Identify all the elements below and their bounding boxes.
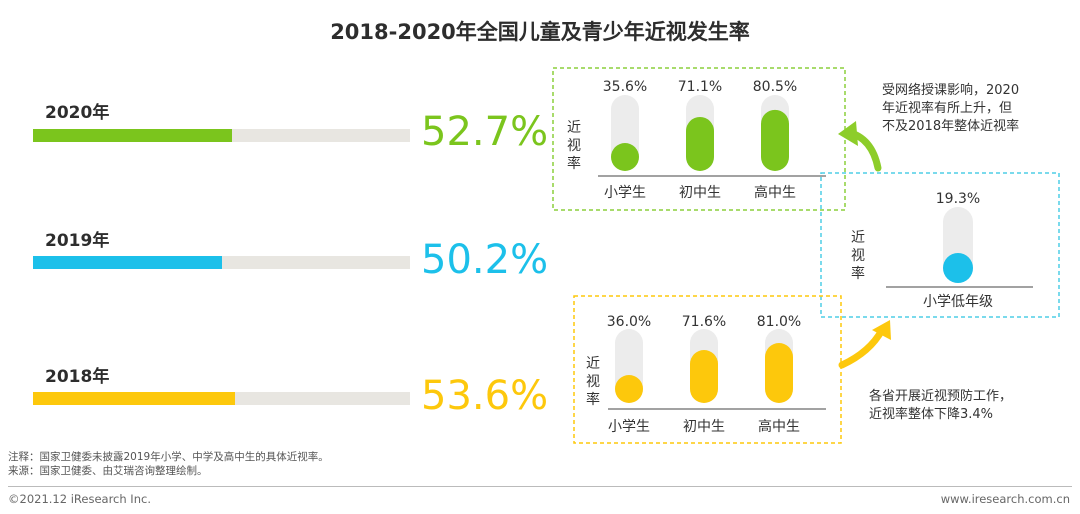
capsule-category-label: 小学生	[604, 185, 646, 201]
axis-ylabel-char: 率	[586, 391, 600, 408]
footer-copyright: ©2021.12 iResearch Inc.	[8, 492, 151, 506]
bar-fill-2019	[33, 256, 223, 269]
pct-2018: 53.6%	[421, 373, 549, 419]
capsule-value-label: 80.5%	[753, 79, 797, 95]
box-2019	[820, 172, 1060, 318]
arrow-top-head-icon	[838, 121, 858, 146]
footer-website: www.iresearch.com.cn	[940, 492, 1070, 506]
note-line: 注释：国家卫健委未披露2019年小学、中学及高中生的具体近视率。	[8, 451, 329, 463]
capsule-value-label: 36.0%	[607, 314, 651, 330]
pct-2019: 50.2%	[421, 237, 549, 283]
capsule-category-label: 初中生	[683, 418, 725, 435]
axis-ylabel-char: 视	[567, 138, 581, 154]
annotation-top-line: 年近视率有所上升，但	[882, 101, 1013, 116]
capsule-bar	[615, 375, 643, 403]
annotation-bottom: 各省开展近视预防工作， 近视率整体下降3.4%	[869, 388, 1069, 424]
capsule-bar	[686, 116, 714, 171]
capsule-category-label: 初中生	[679, 184, 721, 201]
capsule-value-label: 35.6%	[603, 79, 647, 95]
bar-track-2019	[33, 256, 410, 269]
bar-fill-2020	[33, 129, 232, 142]
capsule-category-label: 高中生	[758, 418, 800, 435]
capsule-bar	[611, 143, 639, 171]
capsule-bar	[690, 350, 718, 403]
annotation-top-line: 不及2018年整体近视率	[882, 119, 1020, 134]
arrow-bottom-head-icon	[872, 320, 891, 340]
axis-ylabel-char: 近	[586, 356, 600, 372]
pct-2020: 52.7%	[421, 109, 549, 155]
arrow-bottom-icon	[838, 326, 886, 369]
capsule-bar	[765, 343, 793, 403]
bar-track-2018	[33, 392, 410, 405]
annotation-bottom-line: 各省开展近视预防工作，	[869, 389, 1013, 404]
capsule-value-label: 19.3%	[936, 191, 980, 207]
notes: 注释：国家卫健委未披露2019年小学、中学及高中生的具体近视率。 来源：国家卫健…	[8, 450, 329, 478]
footer-divider	[8, 486, 1072, 487]
year-label-2020: 2020年	[45, 103, 110, 123]
annotation-top: 受网络授课影响，2020 年近视率有所上升，但 不及2018年整体近视率	[882, 82, 1072, 136]
axis-ylabel-char: 近	[567, 120, 581, 136]
axis-ylabel-char: 视	[586, 374, 600, 390]
annotation-bottom-line: 近视率整体下降3.4%	[869, 407, 994, 422]
bar-track-2020	[33, 129, 410, 142]
axis-ylabel-char: 视	[851, 248, 865, 264]
capsule-bar	[761, 109, 789, 171]
capsule-category-label: 小学生	[608, 419, 650, 435]
year-label-2018: 2018年	[45, 367, 110, 387]
capsule-value-label: 71.6%	[682, 314, 726, 330]
axis-ylabel-char: 率	[851, 265, 865, 282]
source-line: 来源：国家卫健委、由艾瑞咨询整理绘制。	[8, 465, 208, 477]
capsule-bar	[943, 253, 973, 283]
bar-fill-2018	[33, 392, 236, 405]
capsule-value-label: 71.1%	[678, 79, 722, 95]
capsule-category-label: 高中生	[754, 184, 796, 201]
axis-ylabel-char: 近	[851, 230, 865, 246]
annotation-top-line: 受网络授课影响，2020	[882, 83, 1020, 98]
box-2018	[573, 295, 842, 444]
axis-ylabel-char: 率	[567, 155, 581, 172]
year-label-2019: 2019年	[45, 231, 110, 251]
chart-title: 2018-2020年全国儿童及青少年近视发生率	[330, 20, 750, 44]
capsule-value-label: 81.0%	[757, 314, 801, 330]
capsule-category-label: 小学低年级	[923, 294, 993, 310]
